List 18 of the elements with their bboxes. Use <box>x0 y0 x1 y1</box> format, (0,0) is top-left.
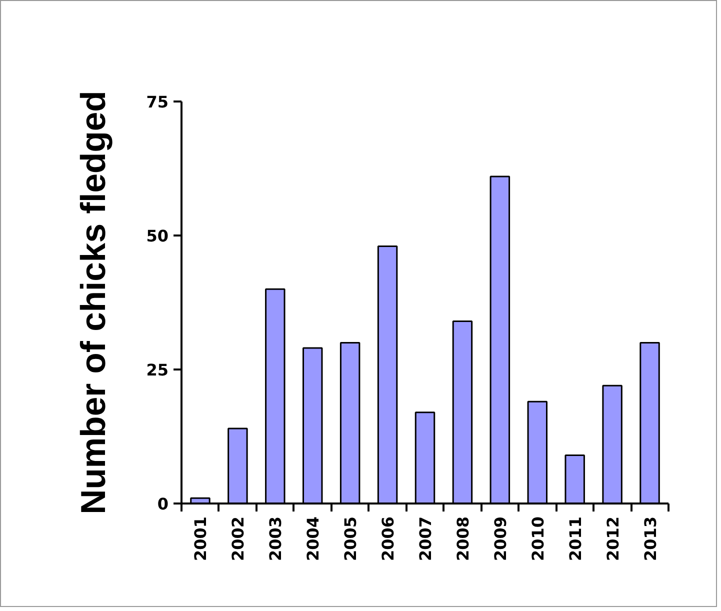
x-tick-label: 2013 <box>640 516 660 562</box>
y-tick-label: 0 <box>157 494 169 514</box>
x-tick-label: 2011 <box>566 516 585 562</box>
x-tick-label: 2006 <box>378 516 398 562</box>
x-tick-label: 2008 <box>453 516 472 562</box>
x-tick-label: 2001 <box>191 516 210 562</box>
x-tick-label: 2005 <box>341 516 360 562</box>
x-tick-label: 2002 <box>228 516 248 562</box>
x-tick-label: 2003 <box>266 516 286 562</box>
x-tick-label: 2004 <box>304 516 323 562</box>
x-tick-label: 2010 <box>528 516 548 562</box>
x-tick-label: 2009 <box>490 516 510 562</box>
x-tick-label: 2007 <box>416 516 435 562</box>
y-tick-label: 25 <box>146 360 168 380</box>
y-tick-label: 50 <box>146 226 168 246</box>
y-axis-title: Number of chicks fledged <box>75 90 114 514</box>
x-tick-label: 2012 <box>603 516 622 562</box>
y-tick-label: 75 <box>146 92 168 112</box>
